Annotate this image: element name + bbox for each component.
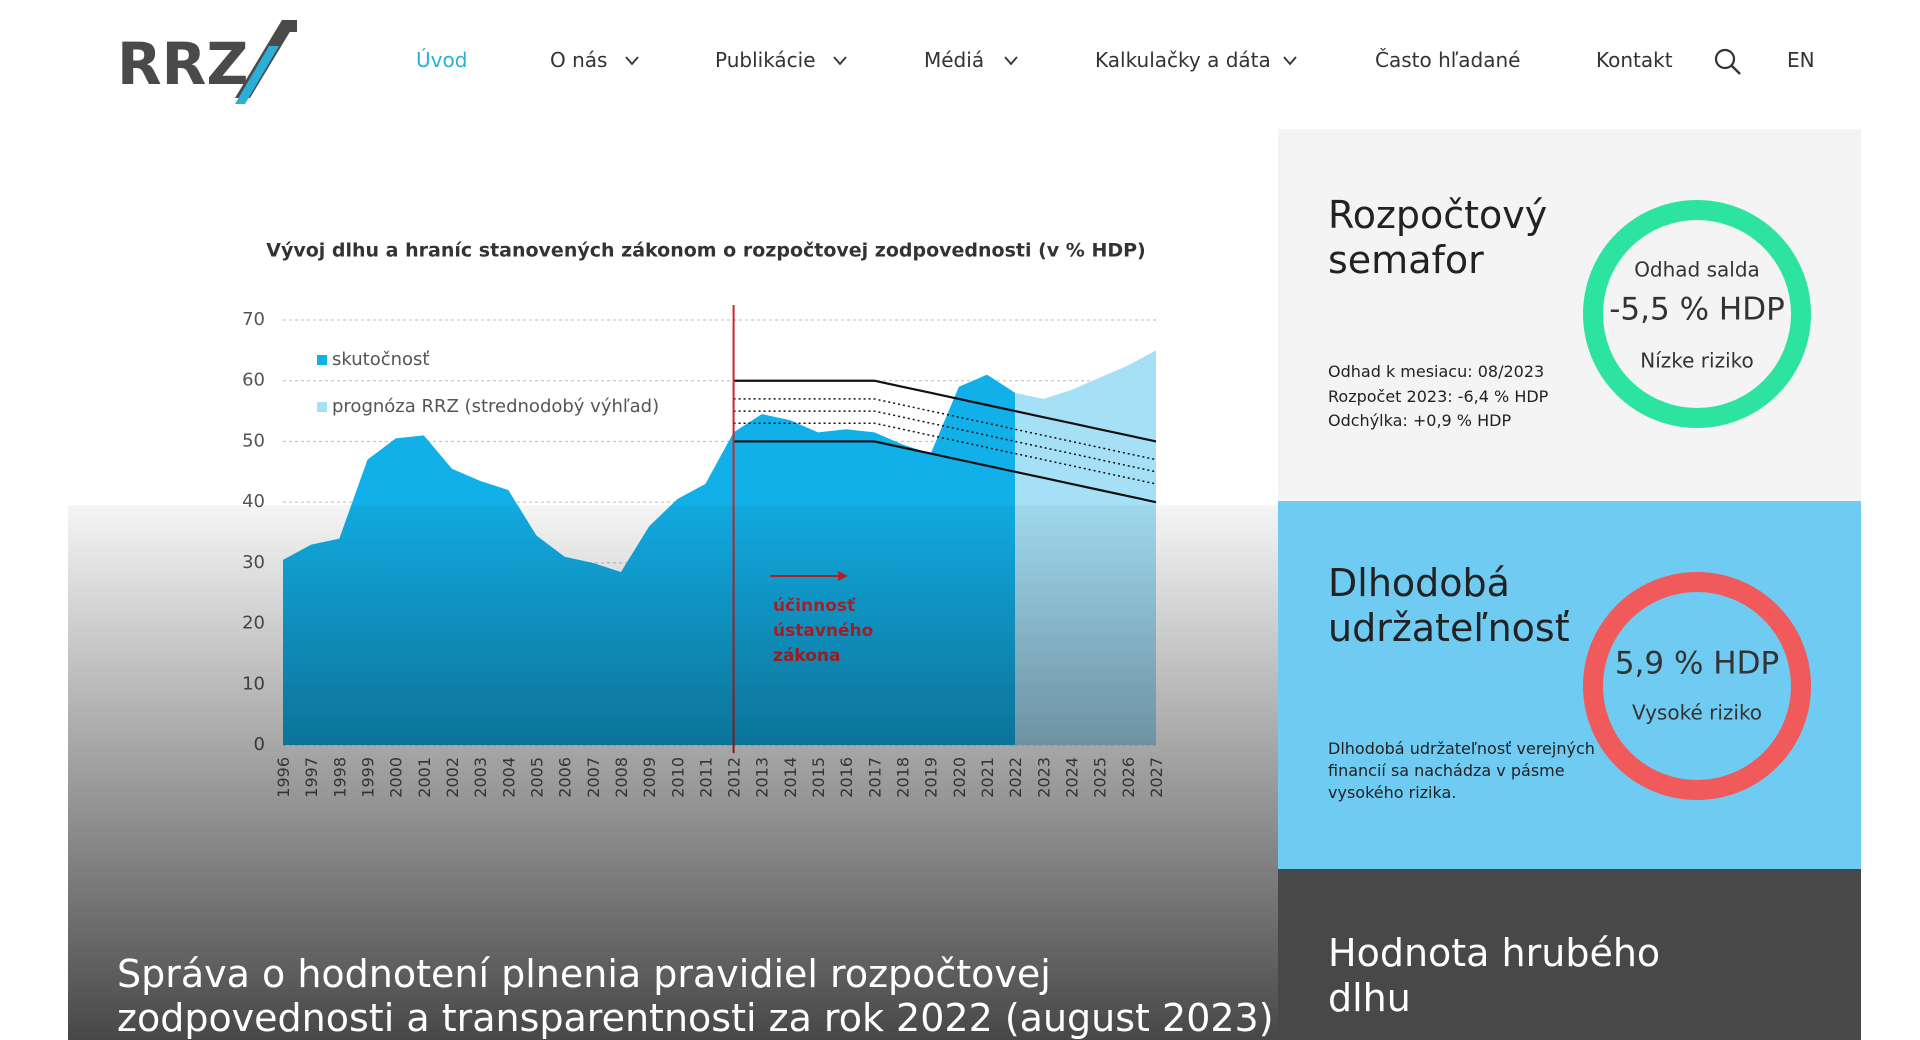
panel-note: Rozpočet 2023: -6,4 % HDP [1328,387,1549,406]
y-tick-label: 70 [242,309,265,330]
ring-value: -5,5 % HDP [1609,292,1785,328]
panel-note: Odchýlka: +0,9 % HDP [1328,411,1512,430]
panel-title: Hodnota hrubého dlhu [1328,931,1661,1020]
ring-circle [1583,200,1811,428]
chart-title: Vývoj dlhu a hraníc stanovených zákonom … [266,240,1146,262]
y-tick-label: 60 [242,370,265,391]
y-tick-label: 50 [242,430,265,451]
legend-label: skutočnosť [332,349,429,370]
nav-chevron[interactable] [832,55,848,67]
lang-switch[interactable]: EN [1787,48,1815,72]
panel-semafor[interactable]: Rozpočtový semafor Odhad k mesiacu: 08/2… [1278,129,1861,501]
nav-item[interactable]: Kalkulačky a dáta [1095,48,1271,72]
logo[interactable]: RRZ [117,18,307,108]
panel-note: Odhad k mesiacu: 08/2023 [1328,362,1545,381]
legend-swatch [317,402,327,412]
limit-line [733,440,1157,504]
ring: 5,9 % HDP Vysoké riziko [1583,572,1811,800]
logo-slash-blue [235,46,279,104]
logo-slash-top [282,20,297,32]
nav-chevron[interactable] [1282,55,1298,67]
nav-chevron[interactable] [1003,55,1019,67]
hero-overlay [68,505,1278,1040]
panel-title: Rozpočtový semafor [1328,193,1548,282]
limit-line [733,398,1157,461]
ring: Odhad salda -5,5 % HDP Nízke riziko [1583,200,1811,428]
nav-item[interactable]: Často hľadané [1375,48,1521,72]
panel-sustainability[interactable]: Dlhodobá udržateľnosť Dlhodobá udržateľn… [1278,501,1861,869]
nav-item[interactable]: Médiá [924,48,985,72]
nav-item[interactable]: Úvod [416,48,468,72]
nav-chevron[interactable] [624,55,640,67]
ring-circle [1583,572,1811,800]
ring-label: Nízke riziko [1640,349,1754,373]
hero-title[interactable]: zodpovednosti a transparentnosti za rok … [117,996,1274,1040]
limit-line [733,410,1157,473]
logo-text: RRZ [117,30,248,98]
ring-value: 5,9 % HDP [1615,646,1779,682]
ring-label: Vysoké riziko [1632,701,1762,725]
legend-label: prognóza RRZ (strednodobý výhľad) [332,396,659,417]
panel-title: Dlhodobá udržateľnosť [1328,561,1570,650]
nav-item[interactable]: O nás [550,48,608,72]
limit-line [733,379,1157,443]
nav-item[interactable]: Kontakt [1596,48,1673,72]
legend-swatch [317,355,327,365]
ring-label: Odhad salda [1634,258,1760,282]
nav-item[interactable]: Publikácie [715,48,816,72]
search-icon[interactable] [1714,48,1742,76]
panel-debt[interactable]: Hodnota hrubého dlhu [1278,869,1861,1040]
limit-line [733,422,1157,485]
panel-note: Dlhodobá udržateľnosť verejných financií… [1328,739,1595,802]
hero-title[interactable]: Správa o hodnotení plnenia pravidiel roz… [117,952,1051,996]
